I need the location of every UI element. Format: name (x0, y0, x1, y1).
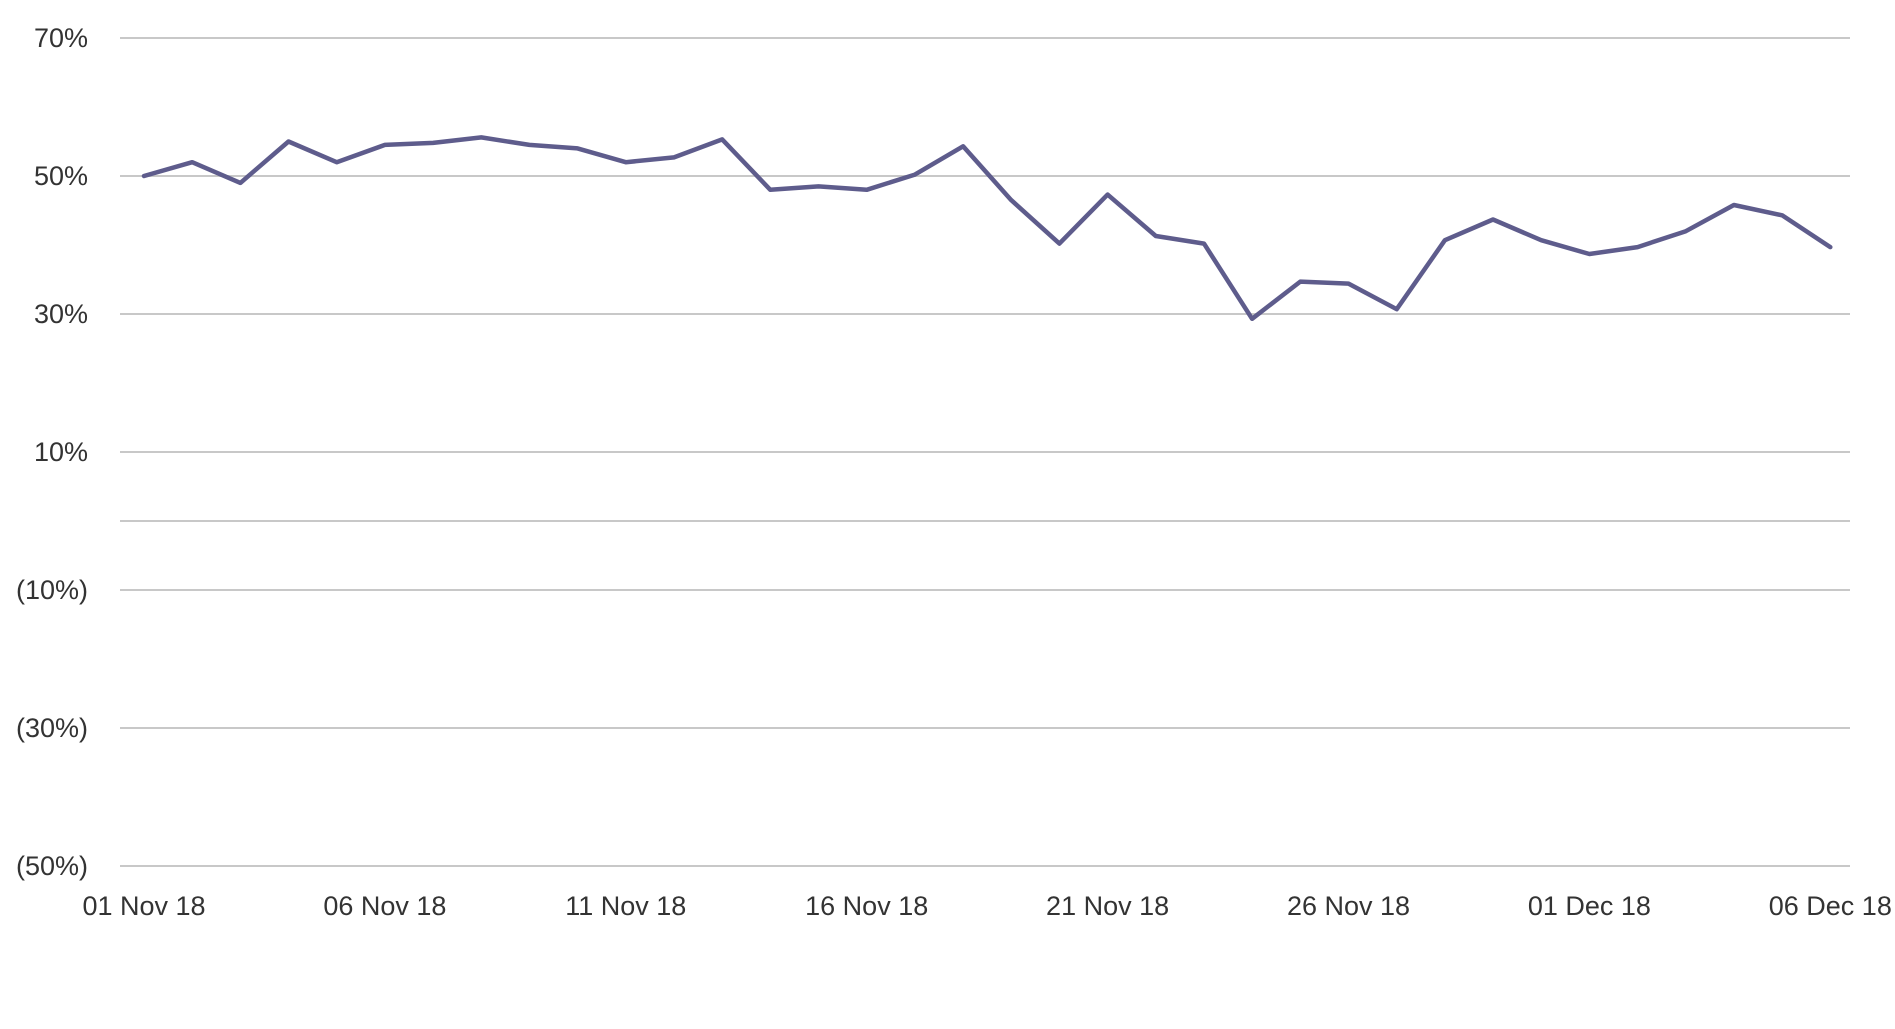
y-axis-tick-labels: 70% 50% 30% 10% (10%) (30%) (50%) (16, 23, 88, 881)
y-tick-label: 70% (34, 23, 88, 53)
x-tick-label: 11 Nov 18 (565, 891, 686, 921)
x-tick-label: 16 Nov 18 (805, 891, 928, 921)
y-tick-label: 30% (34, 299, 88, 329)
gridlines (120, 37, 1850, 867)
y-tick-label: (10%) (16, 575, 88, 605)
y-tick-label: (30%) (16, 713, 88, 743)
x-tick-label: 26 Nov 18 (1287, 891, 1410, 921)
y-tick-label: (50%) (16, 851, 88, 881)
y-tick-label: 10% (34, 437, 88, 467)
y-tick-label: 50% (34, 161, 88, 191)
x-tick-label: 06 Nov 18 (323, 891, 446, 921)
series-layer (141, 135, 1833, 322)
series-line (141, 135, 1833, 322)
x-axis-tick-labels: 01 Nov 18 06 Nov 18 11 Nov 18 16 Nov 18 21 N… (82, 891, 1891, 921)
x-tick-label: 01 Dec 18 (1528, 891, 1651, 921)
x-tick-label: 06 Dec 18 (1769, 891, 1892, 921)
x-tick-label: 21 Nov 18 (1046, 891, 1169, 921)
x-tick-label: 01 Nov 18 (82, 891, 205, 921)
